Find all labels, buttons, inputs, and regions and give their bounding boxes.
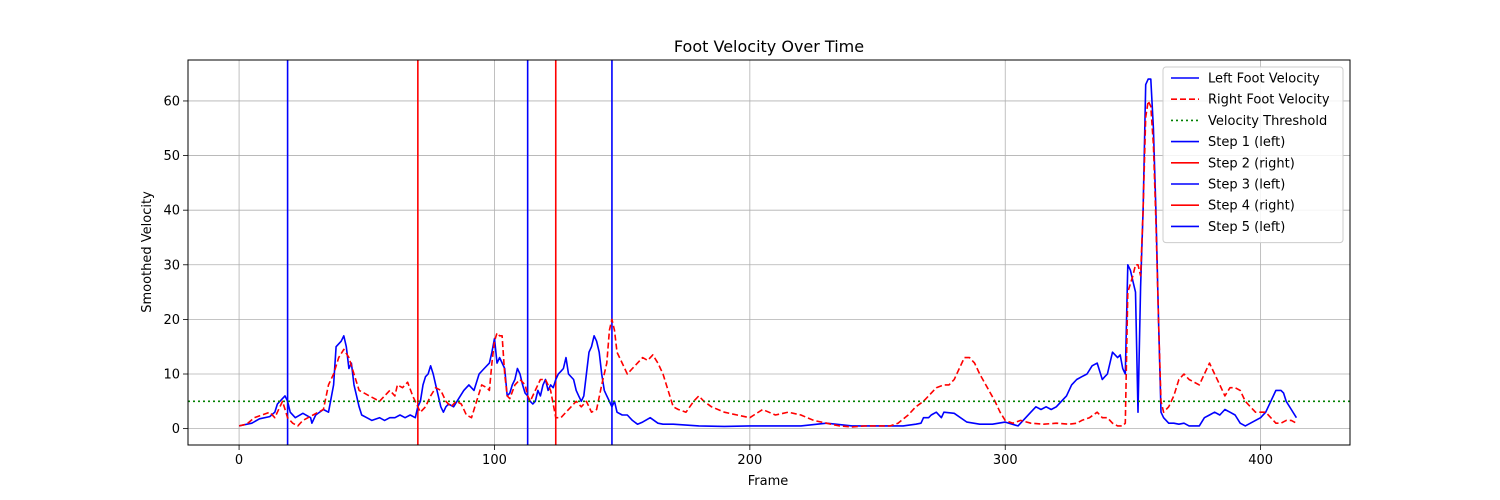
y-tick-label: 0 — [172, 422, 180, 437]
series-line — [238, 100, 1297, 428]
legend-label: Velocity Threshold — [1208, 114, 1327, 129]
x-axis-label: Frame — [748, 474, 789, 489]
y-tick-label: 30 — [163, 258, 180, 273]
legend-label: Right Foot Velocity — [1208, 93, 1330, 108]
legend-box — [1162, 66, 1344, 244]
axes: 0 100 200 300 400 0 10 20 30 40 50 60 — [163, 94, 1273, 468]
x-tick-label: 200 — [737, 453, 762, 468]
legend-label: Step 4 (right) — [1208, 199, 1295, 214]
legend-label: Step 3 (left) — [1208, 178, 1285, 193]
y-axis-label: Smoothed Velocity — [140, 191, 155, 313]
legend-label: Step 2 (right) — [1208, 156, 1295, 171]
y-tick-label: 20 — [163, 313, 180, 328]
legend-label: Step 1 (left) — [1208, 135, 1285, 150]
y-tick-label: 50 — [163, 149, 180, 164]
series-line — [238, 78, 1298, 428]
legend: Left Foot Velocity Right Foot Velocity Vel… — [1162, 66, 1344, 244]
y-tick-label: 10 — [163, 368, 180, 383]
x-tick-label: 300 — [993, 453, 1018, 468]
chart-title: Foot Velocity Over Time — [674, 37, 864, 56]
plot-frame — [187, 59, 1351, 446]
x-tick-label: 100 — [482, 453, 507, 468]
x-tick-label: 0 — [235, 453, 243, 468]
legend-label: Left Foot Velocity — [1208, 72, 1320, 87]
y-tick-label: 60 — [163, 94, 180, 109]
legend-label: Step 5 (left) — [1208, 220, 1285, 235]
series-lines — [188, 78, 1350, 428]
y-tick-label: 40 — [163, 204, 180, 219]
x-tick-label: 400 — [1248, 453, 1273, 468]
